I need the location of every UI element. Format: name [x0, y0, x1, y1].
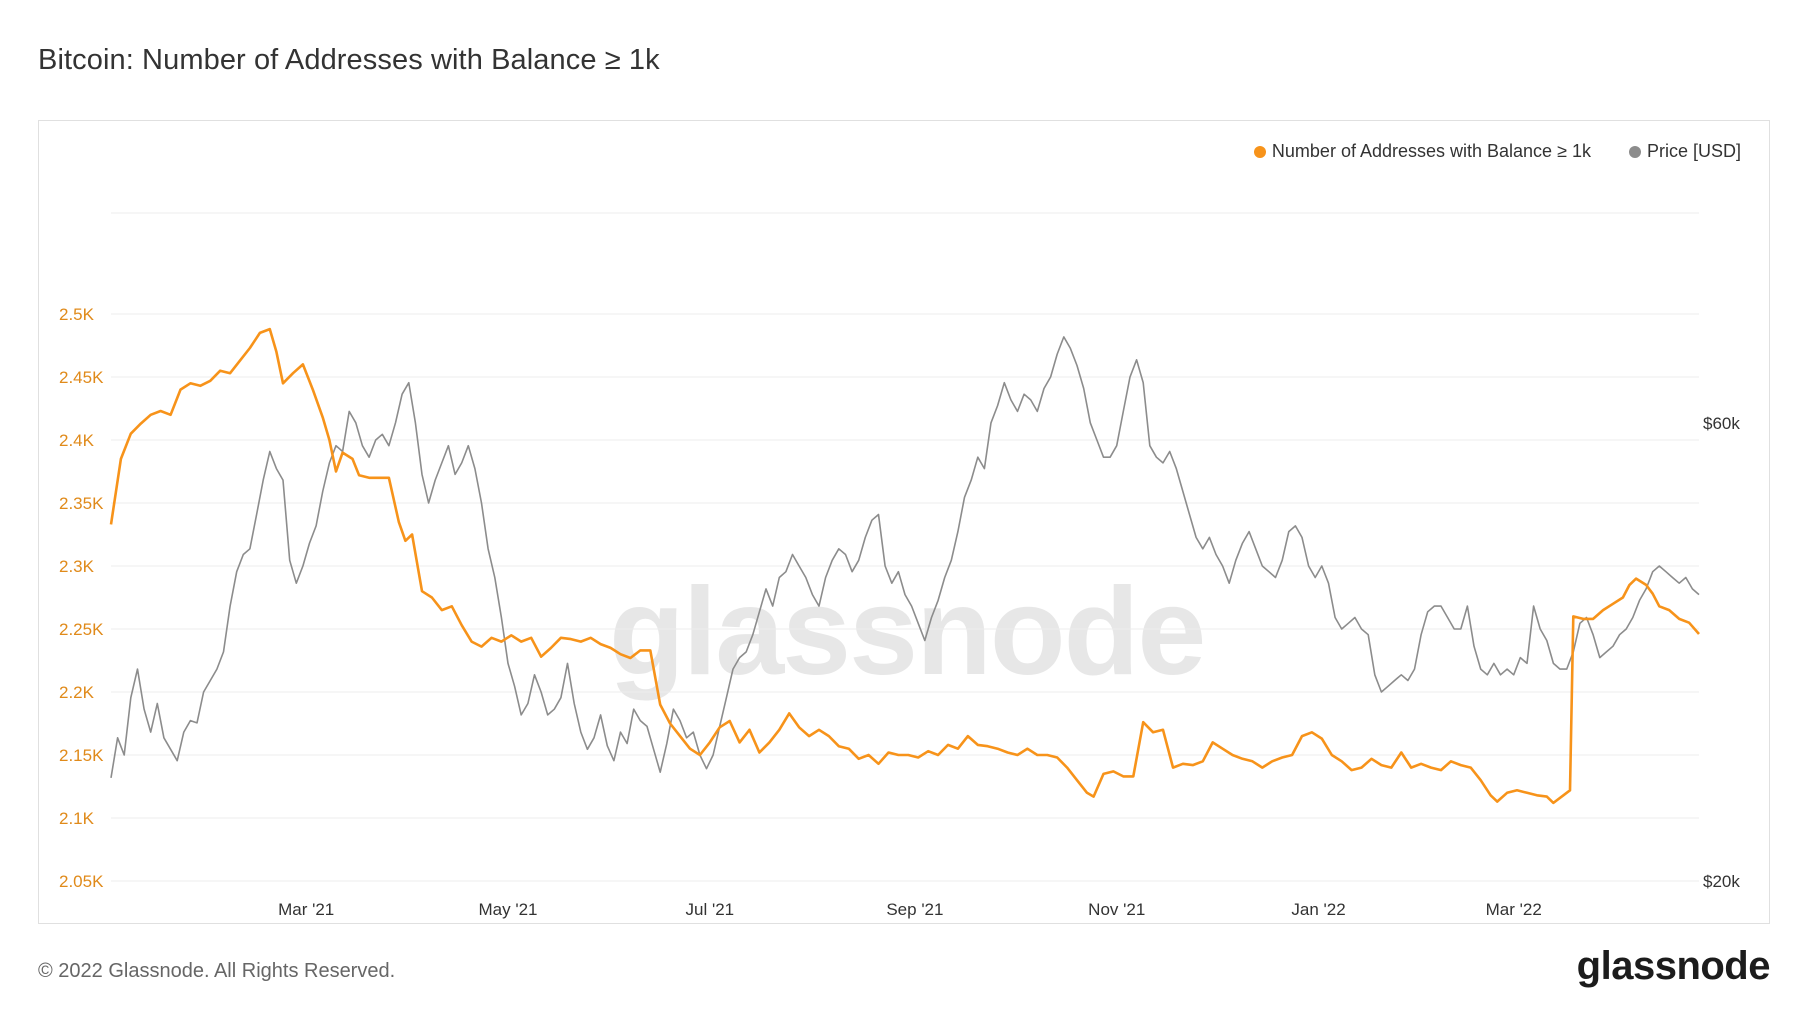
y-left-tick-label: 2.3K: [59, 557, 95, 576]
legend: Number of Addresses with Balance ≥ 1k Pr…: [1253, 141, 1741, 162]
y-left-tick-label: 2.25K: [59, 620, 104, 639]
legend-item-addresses[interactable]: Number of Addresses with Balance ≥ 1k: [1253, 141, 1591, 162]
y-left-tick-label: 2.5K: [59, 305, 95, 324]
legend-dot-price: [1628, 145, 1641, 158]
y-left-tick-label: 2.35K: [59, 494, 104, 513]
y-left-tick-label: 2.1K: [59, 809, 95, 828]
glassnode-logo[interactable]: glassnode: [1576, 944, 1771, 988]
addresses-series-line: [109, 327, 1700, 805]
legend-label-addresses: Number of Addresses with Balance ≥ 1k: [1271, 141, 1591, 161]
footer-copyright: © 2022 Glassnode. All Rights Reserved.: [38, 960, 396, 982]
y-left-tick-label: 2.05K: [59, 872, 104, 891]
x-tick-label: Sep '21: [886, 900, 943, 919]
y-left-tick-label: 2.15K: [59, 746, 104, 765]
x-tick-label: Mar '22: [1486, 900, 1542, 919]
y-right-tick-label: $60k: [1703, 414, 1740, 433]
y-left-tick-label: 2.45K: [59, 368, 104, 387]
x-tick-label: Jul '21: [686, 900, 735, 919]
y-left-tick-label: 2.4K: [59, 431, 95, 450]
chart-svg: 2.05K 2.1K 2.15K 2.2K 2.25K 2.3K 2.35K 2.4K 2.45…: [59, 212, 1740, 919]
y-right-tick-label: $20k: [1703, 872, 1740, 891]
chart-title: Bitcoin: Number of Addresses with Balanc…: [38, 44, 660, 76]
legend-label-price: Price [USD]: [1646, 141, 1741, 161]
price-series-line: [110, 336, 1700, 779]
y-left-tick-label: 2.2K: [59, 683, 95, 702]
x-tick-label: Mar '21: [278, 900, 334, 919]
x-tick-label: Nov '21: [1088, 900, 1145, 919]
legend-item-price[interactable]: Price [USD]: [1628, 141, 1741, 162]
legend-dot-addresses: [1253, 145, 1266, 158]
x-tick-label: Jan '22: [1291, 900, 1345, 919]
x-tick-label: May '21: [479, 900, 538, 919]
chart-frame: glassnode 2.05K 2.1K 2.15K 2.2K 2.25K 2.3K 2.3…: [38, 120, 1770, 924]
